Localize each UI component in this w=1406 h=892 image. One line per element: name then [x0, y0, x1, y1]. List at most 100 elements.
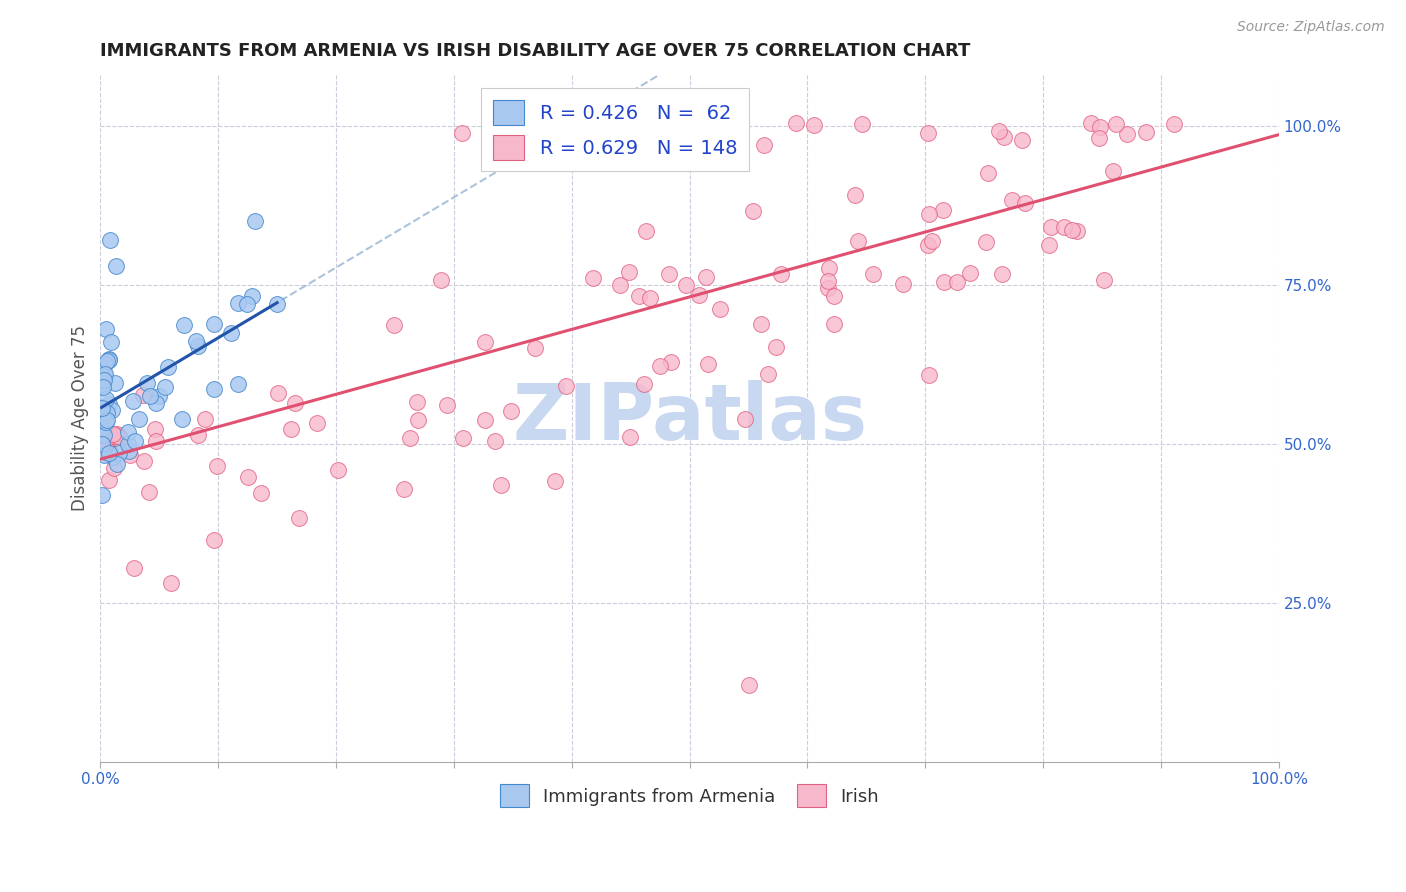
Point: [97, 431, 120, 445]
Point: [484, 434, 506, 448]
Point: [1116, 127, 1139, 141]
Point: [135, 376, 157, 391]
Point: [817, 281, 839, 295]
Point: [817, 260, 839, 275]
Point: [97, 446, 120, 460]
Point: [202, 533, 225, 547]
Legend: Immigrants from Armenia, Irish: Immigrants from Armenia, Irish: [494, 777, 886, 814]
Point: [101, 402, 124, 417]
Point: [96, 322, 118, 336]
Point: [554, 379, 576, 393]
Point: [202, 317, 225, 331]
Point: [823, 317, 845, 331]
Point: [122, 560, 145, 574]
Point: [159, 576, 181, 591]
Point: [1062, 223, 1084, 237]
Point: [100, 335, 122, 350]
Point: [451, 127, 474, 141]
Point: [91, 431, 114, 445]
Point: [523, 342, 546, 356]
Point: [90, 488, 112, 502]
Point: [1080, 116, 1102, 130]
Point: [105, 457, 128, 471]
Point: [1039, 219, 1062, 234]
Point: [91, 427, 114, 442]
Point: [97, 427, 120, 442]
Point: [633, 376, 655, 391]
Point: [524, 137, 547, 152]
Point: [94, 415, 117, 429]
Point: [823, 288, 845, 302]
Point: [993, 129, 1015, 144]
Point: [194, 412, 217, 426]
Point: [118, 443, 141, 458]
Point: [94, 367, 117, 381]
Point: [145, 395, 167, 409]
Point: [91, 378, 114, 392]
Point: [1038, 238, 1060, 252]
Point: [143, 421, 166, 435]
Point: [108, 446, 131, 460]
Point: [132, 454, 155, 468]
Point: [1092, 273, 1115, 287]
Point: [90, 444, 112, 458]
Point: [93, 449, 115, 463]
Point: [91, 440, 114, 454]
Point: [382, 318, 405, 332]
Point: [499, 404, 522, 418]
Point: [97, 443, 120, 458]
Point: [103, 460, 125, 475]
Point: [98, 234, 121, 248]
Text: IMMIGRANTS FROM ARMENIA VS IRISH DISABILITY AGE OVER 75 CORRELATION CHART: IMMIGRANTS FROM ARMENIA VS IRISH DISABIL…: [100, 42, 970, 60]
Point: [1011, 133, 1033, 147]
Point: [484, 136, 506, 151]
Point: [148, 389, 170, 403]
Point: [851, 117, 873, 131]
Point: [97, 447, 120, 461]
Point: [648, 359, 671, 373]
Point: [96, 354, 118, 368]
Point: [96, 406, 118, 420]
Point: [90, 425, 112, 440]
Point: [98, 427, 121, 442]
Point: [284, 395, 307, 409]
Point: [94, 433, 117, 447]
Point: [976, 166, 998, 180]
Point: [974, 235, 997, 249]
Point: [1053, 220, 1076, 235]
Point: [132, 388, 155, 402]
Point: [91, 373, 114, 387]
Point: [94, 414, 117, 428]
Point: [101, 426, 124, 441]
Point: [93, 373, 115, 387]
Point: [474, 413, 496, 427]
Point: [117, 437, 139, 451]
Point: [658, 267, 681, 281]
Point: [696, 357, 718, 371]
Point: [287, 511, 309, 525]
Point: [138, 485, 160, 500]
Point: [742, 203, 765, 218]
Point: [769, 267, 792, 281]
Point: [170, 411, 193, 425]
Point: [406, 395, 429, 409]
Point: [90, 442, 112, 457]
Point: [93, 357, 115, 371]
Point: [250, 486, 273, 500]
Point: [91, 380, 114, 394]
Point: [96, 445, 118, 459]
Point: [932, 202, 955, 217]
Point: [1102, 164, 1125, 178]
Point: [752, 137, 775, 152]
Point: [619, 430, 641, 444]
Y-axis label: Disability Age Over 75: Disability Age Over 75: [72, 326, 89, 511]
Point: [96, 430, 118, 444]
Point: [1088, 130, 1111, 145]
Point: [862, 268, 884, 282]
Point: [451, 431, 474, 445]
Point: [628, 289, 651, 303]
Point: [844, 187, 866, 202]
Point: [91, 422, 114, 436]
Point: [226, 376, 249, 391]
Point: [891, 277, 914, 291]
